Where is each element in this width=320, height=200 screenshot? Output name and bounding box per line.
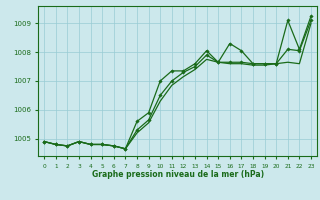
X-axis label: Graphe pression niveau de la mer (hPa): Graphe pression niveau de la mer (hPa) [92,170,264,179]
